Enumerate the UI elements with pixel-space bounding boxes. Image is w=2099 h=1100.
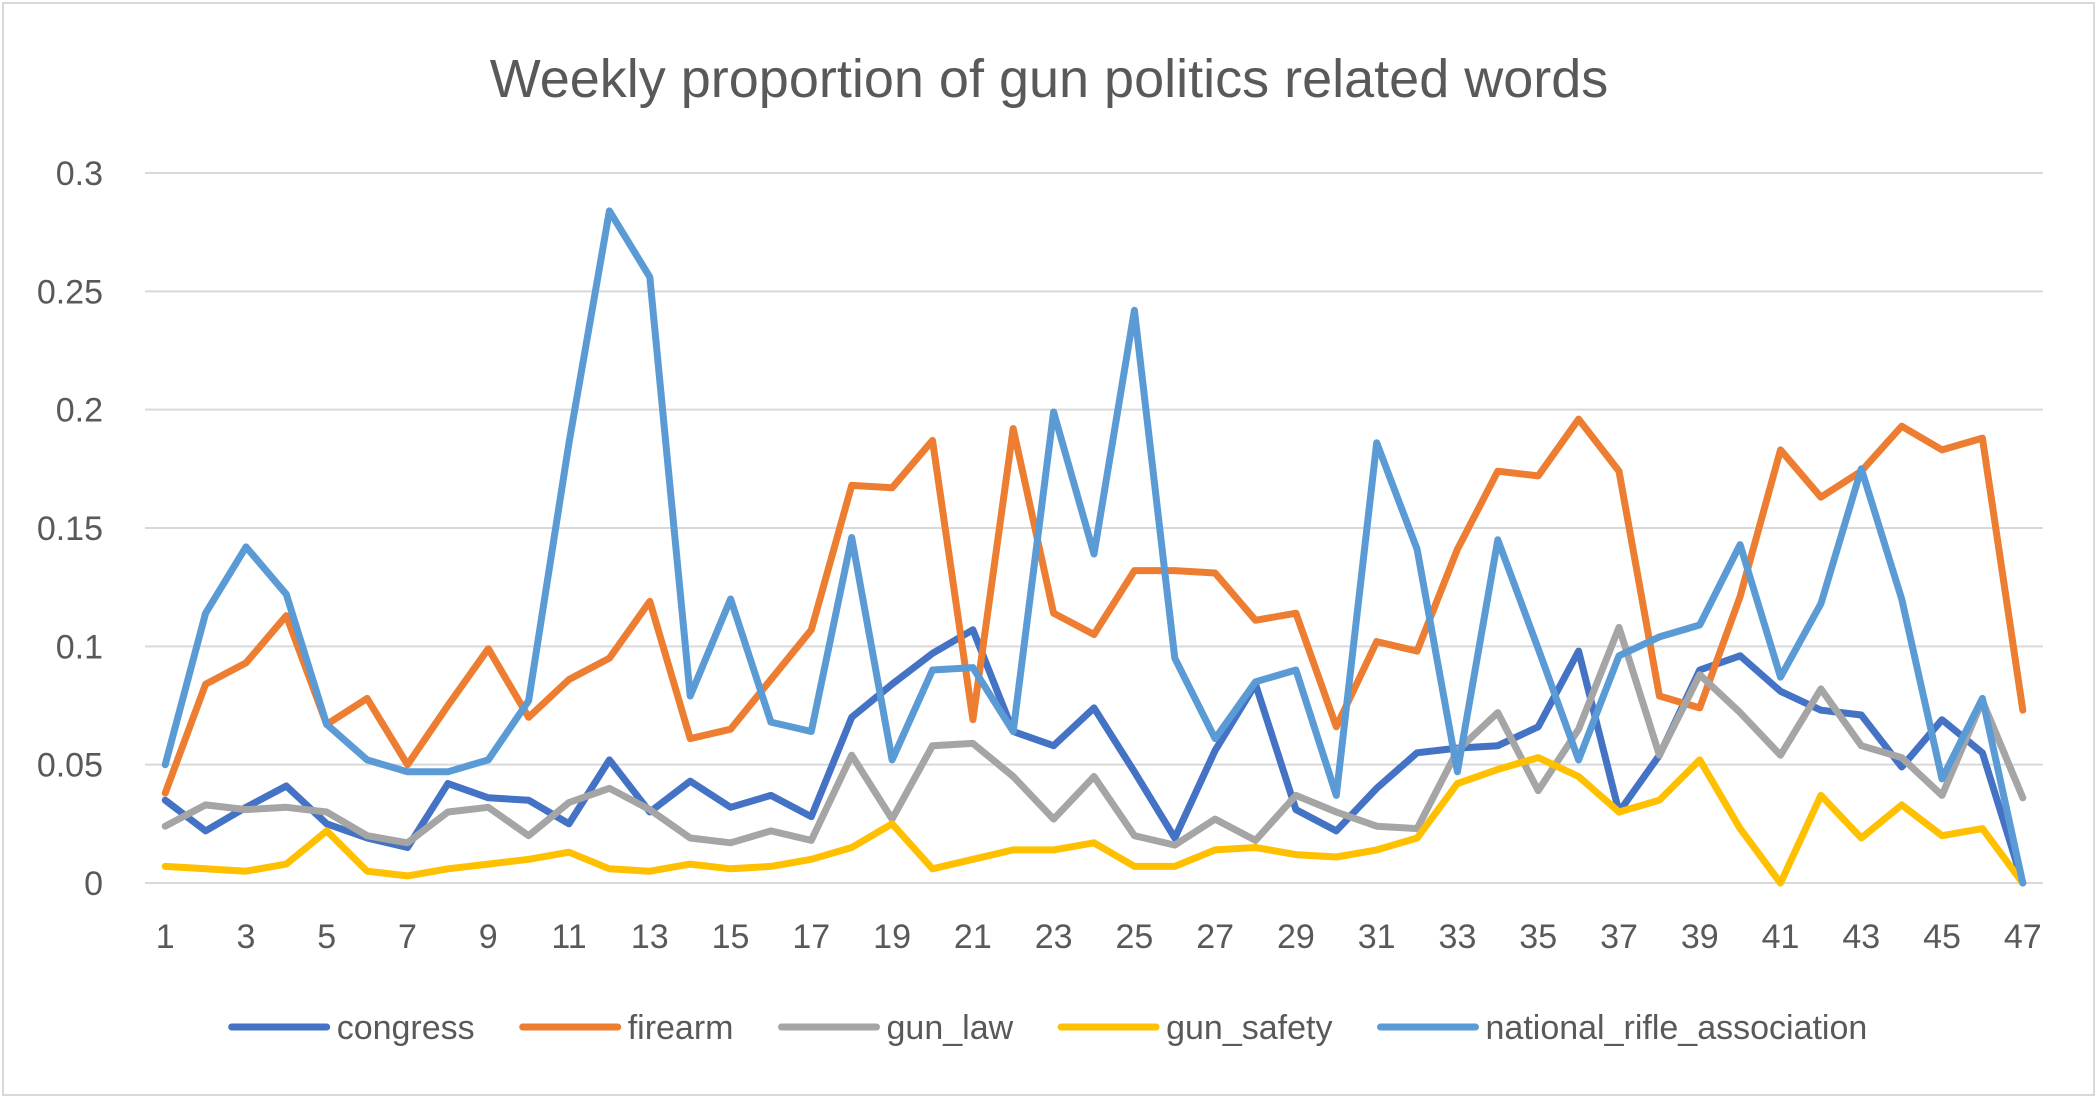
x-tick-label: 9 [479, 918, 498, 956]
x-axis-tick-labels: 1 3 5 7 9 11 13 15 17 19 21 23 25 27 29 31 33 35 37 39 41 43 4… [156, 918, 2042, 956]
legend-label: gun_safety [1166, 1009, 1332, 1047]
y-axis-tick-labels: 0 0.05 0.1 0.15 0.2 0.25 0.3 [37, 155, 103, 903]
x-tick-label: 21 [954, 918, 992, 956]
legend-label: gun_law [887, 1009, 1014, 1047]
y-tick-label: 0 [84, 865, 103, 903]
legend-item-gun-safety: gun_safety [1057, 1009, 1332, 1047]
y-tick-label: 0.2 [56, 392, 103, 430]
x-tick-label: 5 [317, 918, 336, 956]
chart-title: Weekly proportion of gun politics relate… [490, 49, 1609, 109]
y-tick-label: 0.3 [56, 155, 103, 193]
x-tick-label: 35 [1519, 918, 1557, 956]
x-tick-label: 31 [1358, 918, 1396, 956]
x-tick-label: 41 [1762, 918, 1800, 956]
y-tick-label: 0.05 [37, 747, 103, 785]
legend-item-gun-law: gun_law [778, 1009, 1014, 1047]
series-line-firearm [161, 415, 2027, 797]
x-tick-label: 17 [792, 918, 830, 956]
series-line-national-rifle-association [161, 207, 2027, 887]
x-tick-label: 15 [712, 918, 750, 956]
series-lines [161, 207, 2027, 887]
legend: congress firearm gun_law gun_safety national… [228, 1009, 1868, 1047]
x-tick-label: 43 [1842, 918, 1880, 956]
x-tick-label: 47 [2004, 918, 2042, 956]
legend-item-congress: congress [228, 1009, 475, 1047]
x-tick-label: 13 [631, 918, 669, 956]
x-tick-label: 45 [1923, 918, 1961, 956]
x-tick-label: 37 [1600, 918, 1638, 956]
x-tick-label: 33 [1439, 918, 1477, 956]
x-tick-label: 23 [1035, 918, 1073, 956]
series-line-gun-law [161, 623, 2027, 849]
y-tick-label: 0.25 [37, 273, 103, 311]
y-tick-label: 0.15 [37, 510, 103, 548]
x-tick-label: 3 [236, 918, 255, 956]
legend-label: national_rifle_association [1486, 1009, 1868, 1047]
x-tick-label: 25 [1115, 918, 1153, 956]
x-tick-label: 29 [1277, 918, 1315, 956]
legend-item-firearm: firearm [519, 1009, 734, 1047]
legend-label: congress [337, 1009, 475, 1047]
y-tick-label: 0.1 [56, 628, 103, 666]
legend-label: firearm [628, 1009, 734, 1047]
legend-item-national-rifle-association: national_rifle_association [1377, 1009, 1868, 1047]
x-tick-label: 7 [398, 918, 417, 956]
x-tick-label: 19 [873, 918, 911, 956]
x-tick-label: 39 [1681, 918, 1719, 956]
x-tick-label: 27 [1196, 918, 1234, 956]
series-line-gun-safety [161, 754, 2027, 887]
x-tick-label: 11 [551, 918, 586, 956]
x-tick-label: 1 [156, 918, 175, 956]
